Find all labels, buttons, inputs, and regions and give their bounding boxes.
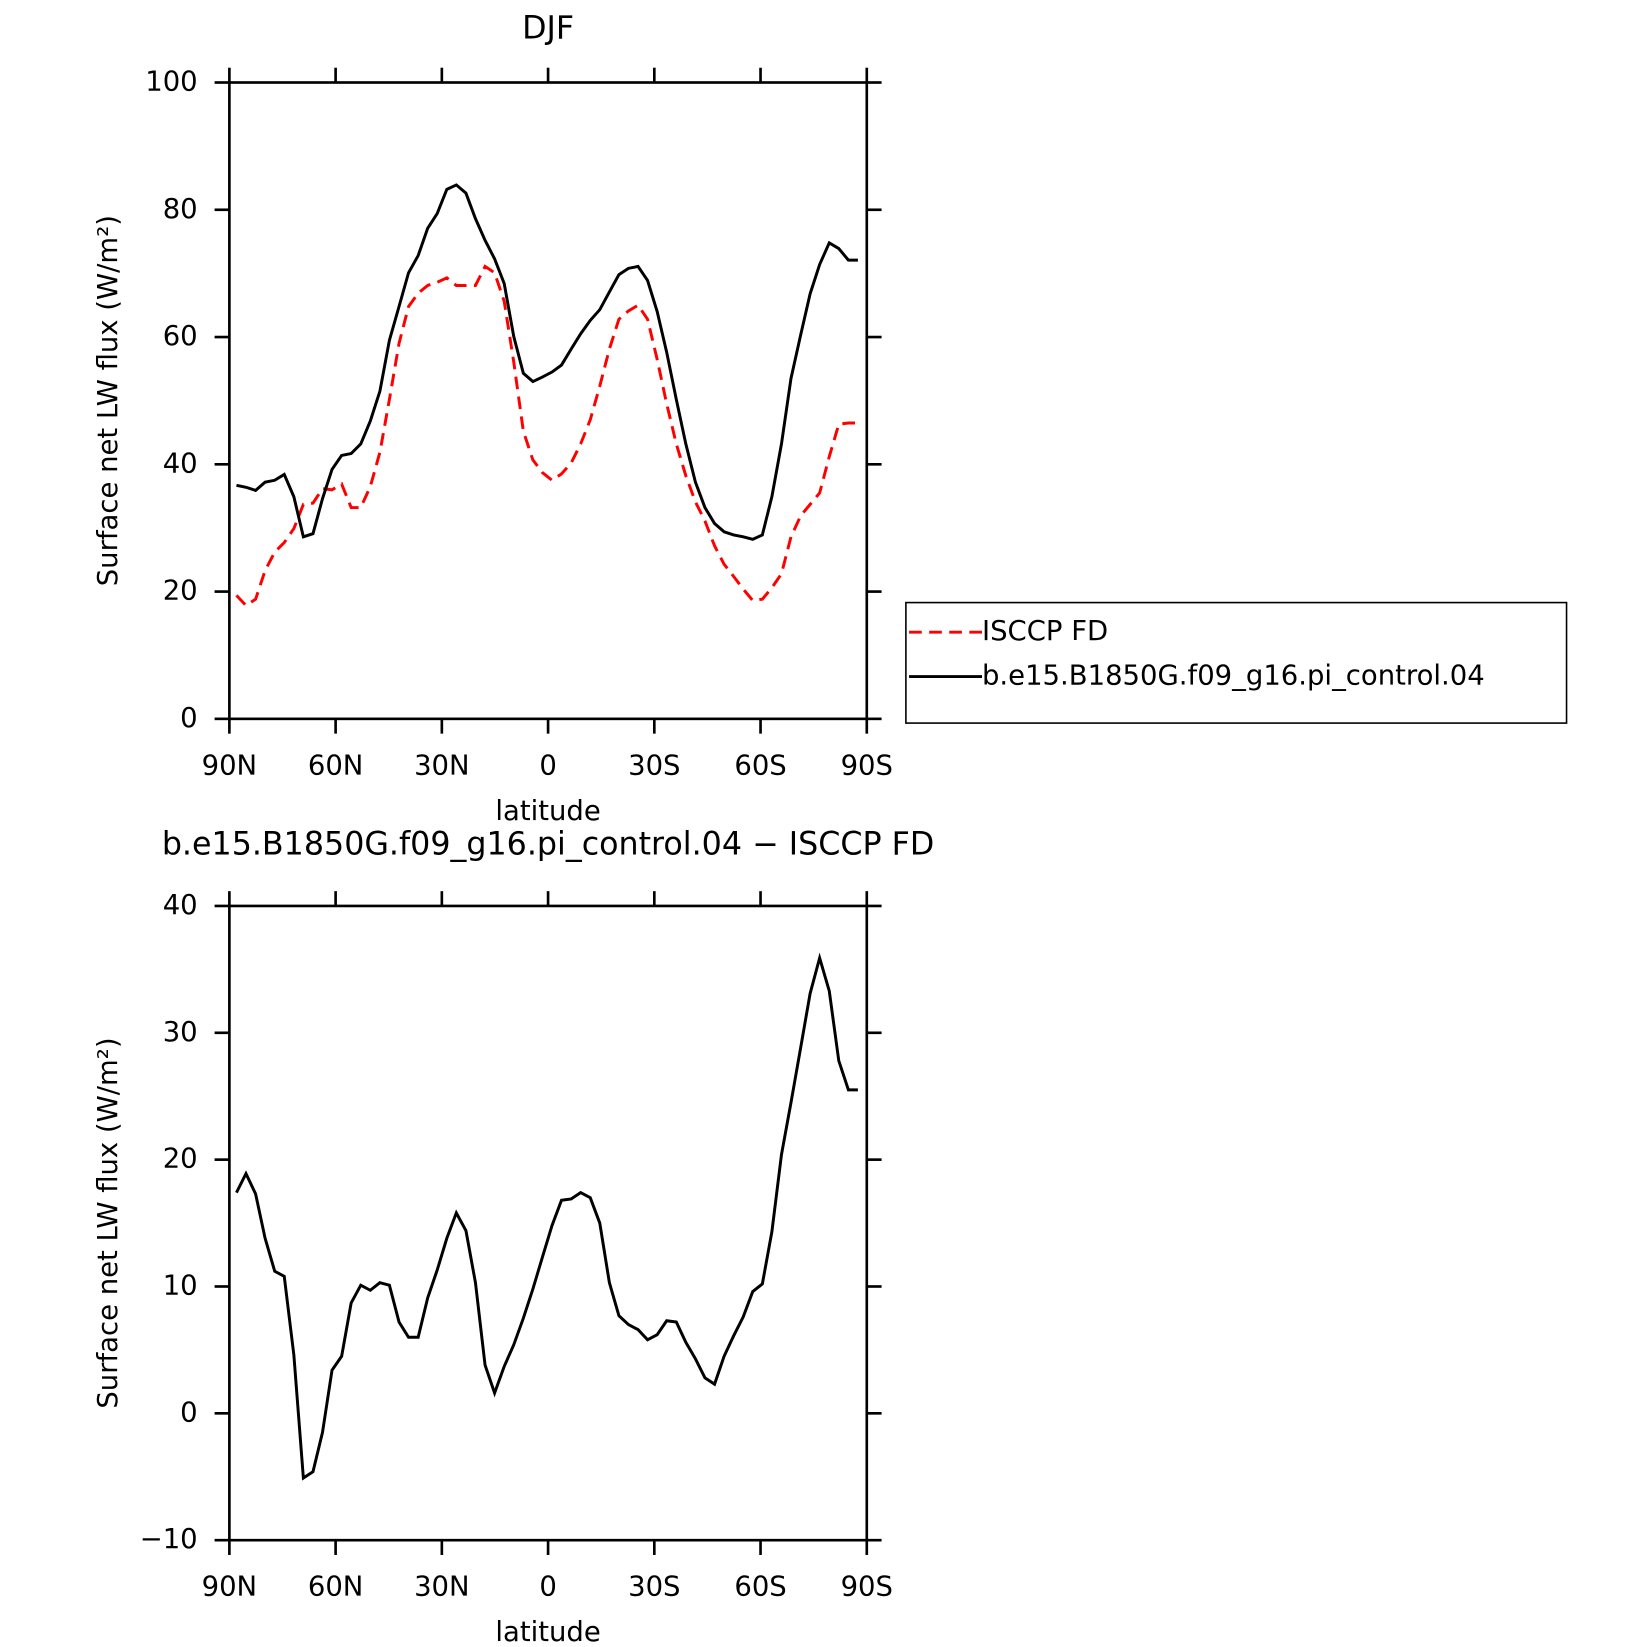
x-tick-label: 90S (841, 1571, 893, 1603)
y-axis-label: Surface net LW flux (W/m²) (92, 1037, 124, 1408)
y-tick-label: 0 (180, 1396, 197, 1428)
data-line (236, 183, 858, 541)
legend-box (905, 601, 1568, 724)
x-tick-label: 90S (841, 749, 893, 781)
y-tick-label: −10 (140, 1523, 198, 1555)
y-tick-label: 40 (163, 447, 198, 479)
chart-title: b.e15.B1850G.f09_g16.pi_control.04 − ISC… (162, 827, 935, 863)
y-tick-label: 10 (163, 1269, 198, 1301)
x-tick-label: 30N (414, 749, 470, 781)
y-axis-label: Surface net LW flux (W/m²) (92, 215, 124, 586)
x-tick-label: 60S (734, 749, 786, 781)
x-tick-label: 90N (202, 749, 258, 781)
data-line (235, 952, 858, 1481)
plot-frame (228, 904, 869, 1542)
y-tick-label: 40 (163, 889, 198, 921)
x-tick-label: 60S (734, 1571, 786, 1603)
x-tick-label: 30S (628, 1571, 680, 1603)
x-tick-label: 30S (628, 749, 680, 781)
x-tick-label: 60N (308, 749, 364, 781)
legend-label: ISCCP FD (982, 615, 1108, 647)
data-line (235, 264, 858, 608)
y-tick-label: 20 (163, 1143, 198, 1175)
y-tick-label: 80 (163, 193, 198, 225)
y-tick-label: 60 (163, 320, 198, 352)
x-axis-label: latitude (495, 795, 600, 827)
y-tick-label: 30 (163, 1016, 198, 1048)
y-tick-label: 0 (180, 702, 197, 734)
x-tick-label: 90N (202, 1571, 258, 1603)
y-tick-label: 20 (163, 575, 198, 607)
x-tick-label: 60N (308, 1571, 364, 1603)
x-tick-label: 30N (414, 1571, 470, 1603)
plot-frame (228, 81, 869, 721)
y-tick-label: 100 (145, 66, 197, 98)
x-tick-label: 0 (539, 1571, 556, 1603)
chart-title: DJF (522, 11, 574, 47)
x-axis-label: latitude (495, 1616, 600, 1647)
x-tick-label: 0 (539, 749, 556, 781)
legend-label: b.e15.B1850G.f09_g16.pi_control.04 (982, 660, 1485, 692)
